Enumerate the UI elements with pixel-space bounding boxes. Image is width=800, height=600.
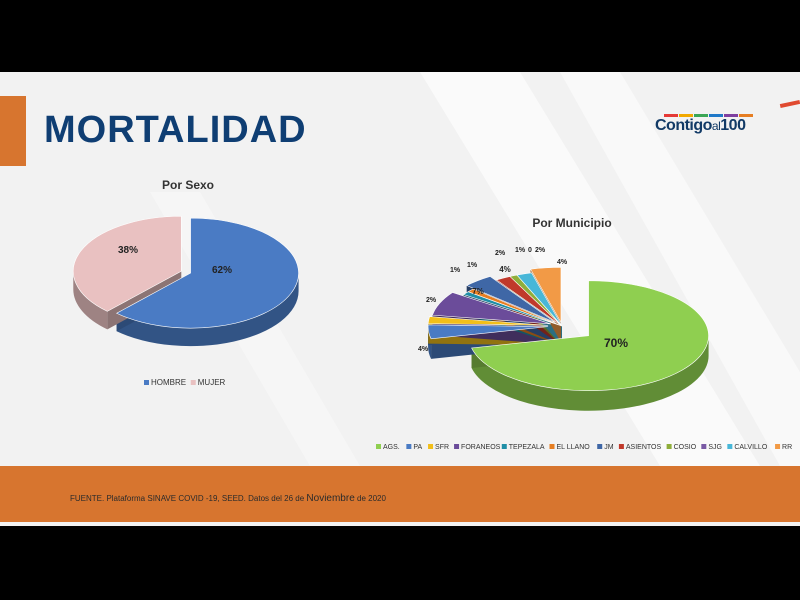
footer-text-month: Noviembre bbox=[306, 493, 355, 504]
logo-stripes bbox=[664, 114, 754, 117]
legend-swatch-ags bbox=[376, 444, 381, 449]
logo-text-1: Contigo bbox=[655, 117, 712, 134]
pie-data-label: 1% bbox=[450, 267, 461, 274]
pie-slice-pa bbox=[427, 324, 549, 340]
footer-bar: FUENTE. Plataforma SINAVE COVID -19, SEE… bbox=[0, 466, 800, 522]
page-title: MORTALIDAD bbox=[44, 109, 307, 151]
pie-data-label: 4% bbox=[499, 265, 511, 274]
pie-data-label: 2% bbox=[495, 250, 506, 257]
legend-label-sfr: SFR bbox=[435, 444, 449, 451]
pie-data-label: 4% bbox=[418, 346, 429, 353]
pie-slice-foraneos bbox=[432, 292, 551, 325]
pie-data-label: 62% bbox=[212, 265, 232, 276]
logo-stripe bbox=[709, 114, 723, 117]
pie-data-label: 7% bbox=[472, 287, 484, 296]
legend-label-asientos: ASIENTOS bbox=[626, 444, 662, 451]
legend-swatch-pa bbox=[406, 444, 412, 449]
pie-slice-hombre bbox=[115, 217, 299, 329]
legend-swatch-rr bbox=[775, 444, 781, 449]
legend-swatch-cosio bbox=[666, 444, 672, 449]
footer-source: FUENTE. Plataforma SINAVE COVID -19, SEE… bbox=[70, 493, 386, 504]
legend-swatch-jm bbox=[597, 444, 603, 449]
legend-swatch-elllano bbox=[549, 444, 555, 449]
legend-swatch-foraneos bbox=[454, 444, 460, 449]
pie-slice-ags bbox=[471, 280, 709, 392]
logo-stripe bbox=[694, 114, 708, 117]
legend-label-mujer: MUJER bbox=[198, 378, 226, 387]
pie-data-label: 1% bbox=[467, 262, 478, 269]
pie-slice-sfr bbox=[427, 316, 549, 326]
pie-slice-mujer bbox=[73, 215, 182, 312]
footer-text-main: FUENTE. Plataforma SINAVE COVID -19, SEE… bbox=[70, 494, 305, 503]
chart-title: Por Sexo bbox=[162, 178, 214, 192]
pie-data-label: 38% bbox=[118, 245, 138, 256]
logo-stripe bbox=[724, 114, 738, 117]
logo-stripe bbox=[664, 114, 678, 117]
footer-text-end: de 2020 bbox=[357, 494, 386, 503]
accent-bar bbox=[0, 96, 26, 166]
pie-slice-calvillo bbox=[516, 272, 563, 327]
legend-swatch-tepezala bbox=[501, 444, 507, 449]
pie-chart-sexo: 62% 38% Por Sexo HOMBRE MUJER bbox=[73, 178, 299, 387]
legend-swatch-sjg bbox=[701, 444, 707, 449]
slide: MORTALIDAD Contigoal100 62% 38% Por Sexo HO… bbox=[0, 72, 800, 526]
legend-label-foraneos: FORANEOS bbox=[461, 444, 501, 451]
legend-swatch-sfr bbox=[428, 444, 434, 449]
chart-title: Por Municipio bbox=[532, 216, 611, 230]
logo-text-3: 100 bbox=[720, 117, 746, 134]
pie-data-label: 1% bbox=[515, 247, 526, 254]
legend-label-tepezala: TEPEZALA bbox=[509, 444, 545, 451]
legend-label-rr: RR bbox=[782, 444, 792, 451]
pie-slice-elllano bbox=[467, 288, 563, 327]
charts-canvas: 62% 38% Por Sexo HOMBRE MUJER 70% 4% 2% 7% 1% 1% 4%… bbox=[73, 178, 792, 451]
legend-label-calvillo: CALVILLO bbox=[734, 444, 767, 451]
pie-slice-rr bbox=[530, 267, 562, 324]
pie-slice-side-ags bbox=[471, 335, 709, 411]
legend-label-elllano: EL LLANO bbox=[557, 444, 591, 451]
legend-swatch-mujer bbox=[190, 380, 196, 385]
legend-label-pa: PA bbox=[413, 444, 422, 451]
pie-data-label: 2% bbox=[426, 297, 437, 304]
pie-slice-jm bbox=[465, 276, 556, 323]
pie-data-label: 2% bbox=[535, 247, 546, 254]
logo-stripe bbox=[739, 114, 753, 117]
pie-chart-municipio: 70%4%2%7%1%1% 4%2% 1% 0 2%4%Por MunicipioAGS… bbox=[376, 216, 792, 451]
pie-data-label: 4% bbox=[557, 259, 568, 266]
pie-slice-side-mujer bbox=[73, 271, 108, 330]
legend-label-jm: JM bbox=[604, 444, 614, 451]
legend-label-hombre: HOMBRE bbox=[151, 378, 186, 387]
legend-label-cosio: COSIO bbox=[674, 444, 697, 451]
pie-data-label: 70% bbox=[604, 336, 628, 350]
legend-swatch-calvillo bbox=[727, 444, 733, 449]
logo: Contigoal100 bbox=[655, 117, 746, 135]
legend-label-ags: AGS. bbox=[383, 444, 400, 451]
legend-swatch-hombre bbox=[144, 380, 149, 385]
logo-stripe bbox=[679, 114, 693, 117]
pie-slice-side-hombre bbox=[116, 273, 299, 347]
pie-data-label: 0 bbox=[528, 247, 532, 254]
legend-label-sjg: SJG bbox=[708, 444, 722, 451]
logo-text-2: al bbox=[711, 119, 721, 133]
legend-swatch-asientos bbox=[618, 444, 624, 449]
